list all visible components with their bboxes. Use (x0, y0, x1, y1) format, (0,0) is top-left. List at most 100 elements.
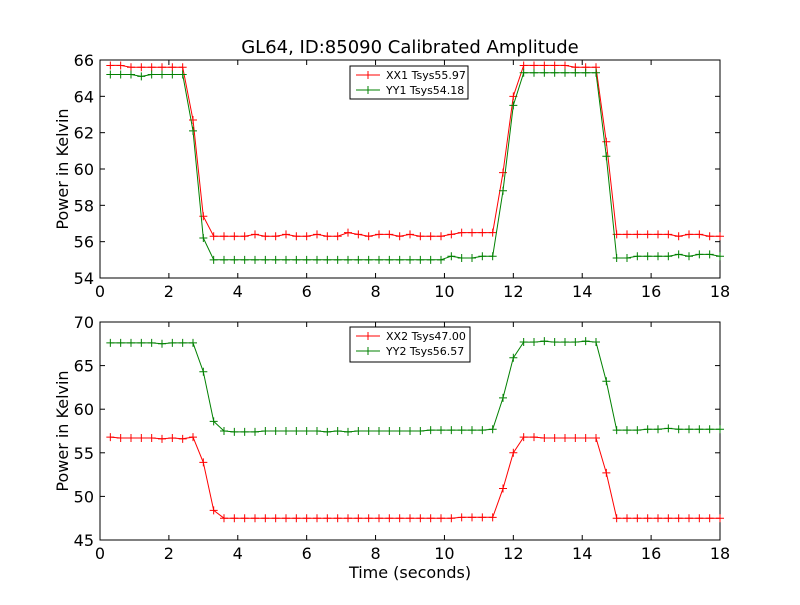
data-point-marker (716, 514, 724, 523)
data-point-marker (685, 230, 693, 239)
data-point-marker (674, 232, 683, 241)
data-point-marker (292, 255, 301, 264)
data-point-marker (137, 72, 146, 81)
data-point-marker (189, 433, 197, 442)
data-point-marker (106, 338, 115, 347)
data-point-marker (147, 70, 156, 79)
data-point-marker (499, 186, 507, 195)
data-point-marker (623, 426, 631, 435)
y-tick-label: 60 (74, 160, 94, 179)
data-point-marker (106, 61, 115, 70)
data-point-marker (354, 427, 363, 435)
data-point-marker (468, 254, 476, 263)
data-point-marker (654, 252, 662, 261)
data-point-marker (189, 115, 197, 124)
data-point-marker (302, 232, 311, 241)
data-point-marker (530, 433, 538, 442)
data-point-marker (313, 514, 321, 523)
data-point-marker (199, 234, 208, 243)
data-point-marker (540, 61, 549, 70)
data-point-marker (633, 426, 642, 435)
data-point-marker (251, 230, 259, 239)
legend-label: YY2 Tsys56.57 (385, 345, 464, 358)
legend-marker (364, 332, 372, 340)
data-point-marker (447, 514, 456, 523)
x-tick-label: 8 (370, 544, 380, 563)
data-point-marker (643, 230, 652, 239)
data-point-marker (220, 514, 228, 523)
data-point-marker (540, 68, 549, 77)
data-point-marker (602, 377, 611, 386)
data-point-marker (695, 250, 704, 259)
data-point-marker (116, 61, 125, 70)
data-point-marker (519, 68, 528, 77)
data-point-marker (447, 252, 456, 261)
x-tick-label: 14 (572, 544, 592, 563)
data-point-marker (654, 514, 662, 523)
y-axis-label: Power in Kelvin (53, 108, 72, 229)
x-tick-label: 0 (95, 282, 105, 301)
data-point-marker (333, 427, 342, 435)
data-point-marker (674, 514, 683, 523)
y-tick-label: 58 (74, 196, 94, 215)
data-point-marker (209, 232, 218, 241)
data-point-marker (127, 433, 135, 442)
data-point-marker (623, 230, 631, 239)
data-point-marker (550, 433, 559, 442)
data-point-marker (457, 426, 466, 435)
y-tick-label: 62 (74, 124, 94, 143)
x-tick-label: 6 (302, 544, 312, 563)
data-point-marker (488, 228, 497, 237)
data-point-marker (158, 70, 166, 79)
x-tick-label: 4 (233, 544, 243, 563)
y-tick-label: 45 (74, 531, 94, 550)
data-point-marker (251, 514, 259, 523)
data-point-marker (478, 228, 487, 237)
data-point-marker (695, 425, 704, 434)
data-point-marker (313, 255, 321, 264)
data-point-marker (344, 514, 352, 523)
data-point-marker (581, 337, 590, 346)
data-point-marker (571, 433, 580, 442)
data-point-marker (716, 425, 724, 434)
data-point-marker (623, 254, 631, 263)
data-point-marker (209, 506, 218, 515)
data-point-marker (540, 433, 549, 442)
data-point-marker (364, 232, 373, 241)
x-tick-label: 0 (95, 544, 105, 563)
data-point-marker (199, 367, 208, 376)
data-point-marker (189, 126, 197, 135)
data-point-marker (220, 232, 228, 241)
data-point-marker (282, 230, 290, 239)
data-point-marker (406, 255, 414, 264)
data-point-marker (488, 425, 497, 434)
data-point-marker (354, 514, 363, 523)
data-point-marker (540, 337, 549, 346)
data-point-marker (530, 68, 538, 77)
data-point-marker (292, 427, 301, 435)
data-point-marker (395, 427, 404, 435)
y-tick-label: 70 (74, 313, 94, 332)
data-point-marker (271, 232, 280, 241)
data-point-marker (292, 232, 301, 241)
data-point-marker (147, 63, 156, 72)
x-tick-label: 12 (503, 544, 523, 563)
data-point-marker (633, 230, 642, 239)
data-point-marker (612, 254, 621, 263)
data-point-marker (375, 514, 383, 523)
data-point-marker (581, 68, 590, 77)
data-point-marker (685, 425, 693, 434)
data-point-marker (612, 514, 621, 523)
data-point-marker (147, 338, 156, 347)
data-point-marker (271, 427, 280, 435)
data-point-marker (168, 433, 177, 442)
data-point-marker (354, 230, 363, 239)
data-point-marker (251, 427, 259, 436)
data-point-marker (716, 232, 724, 241)
data-point-marker (323, 514, 332, 523)
data-point-marker (209, 417, 218, 426)
data-point-marker (695, 514, 704, 523)
data-point-marker (240, 255, 249, 264)
x-tick-label: 16 (641, 282, 661, 301)
